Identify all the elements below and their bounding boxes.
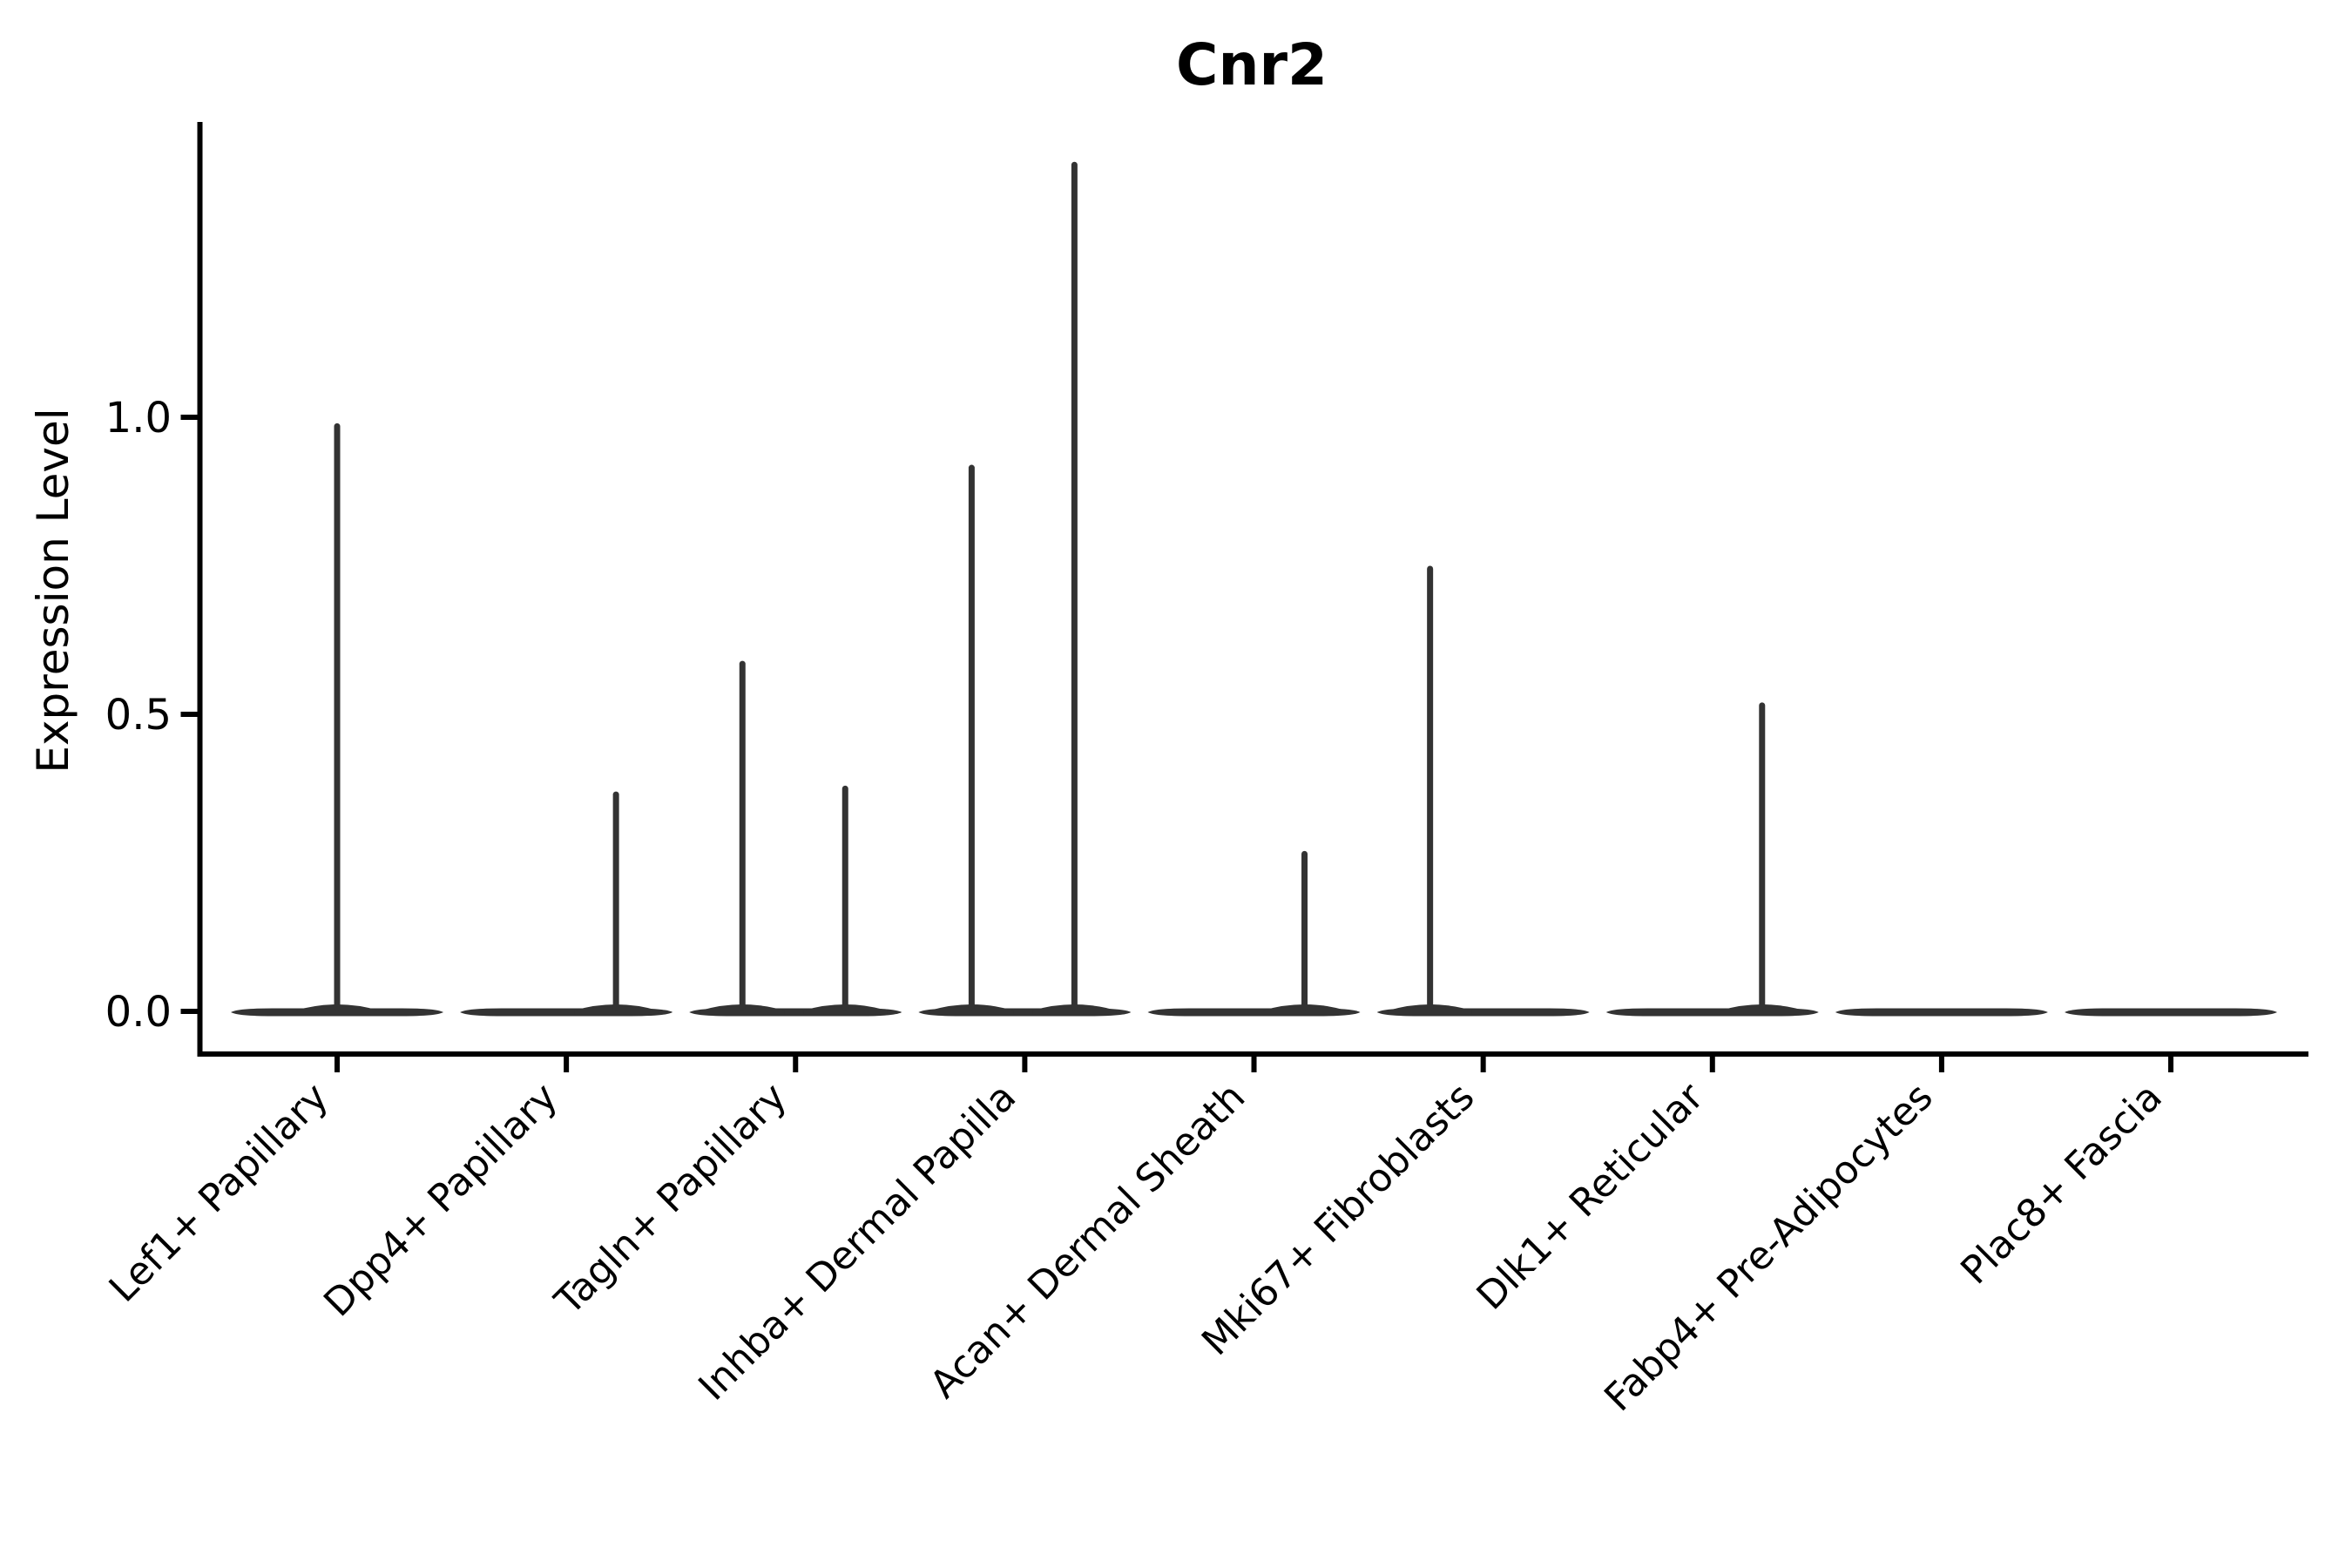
violin-spike	[841, 785, 848, 1011]
violin-spike	[1071, 161, 1078, 1012]
x-tick-mark	[1938, 1057, 1944, 1072]
x-tick-mark	[2168, 1057, 2174, 1072]
y-tick-mark	[180, 712, 198, 717]
chart-title: Cnr2	[1176, 31, 1328, 98]
violin	[918, 161, 1132, 1017]
violin	[231, 422, 443, 1017]
x-tick-mark	[1480, 1057, 1486, 1072]
x-tick-mark	[335, 1057, 340, 1072]
violin	[689, 660, 902, 1017]
x-tick-mark	[1251, 1057, 1257, 1072]
y-tick-mark	[180, 415, 198, 420]
x-axis-spine	[197, 1051, 2308, 1057]
x-tick-mark	[793, 1057, 799, 1072]
violin-spike	[334, 422, 341, 1011]
violin	[1376, 565, 1590, 1017]
violin	[1605, 702, 1819, 1017]
violin	[460, 791, 673, 1017]
y-axis-label: Expression Level	[28, 408, 78, 773]
violin	[1147, 850, 1361, 1017]
y-tick-label: 0.5	[105, 691, 172, 740]
y-tick-label: 1.0	[105, 394, 172, 443]
x-tick-mark	[564, 1057, 570, 1072]
violin-spike	[739, 660, 746, 1011]
violin-spike	[1759, 702, 1766, 1011]
violin-spike	[1427, 565, 1434, 1011]
violin-baseline	[2065, 1008, 2278, 1017]
x-tick-mark	[1709, 1057, 1715, 1072]
violin	[2065, 1008, 2278, 1017]
y-tick-label: 0.0	[105, 988, 172, 1037]
y-axis-spine	[197, 122, 203, 1057]
x-tick-mark	[1022, 1057, 1028, 1072]
violin-spike	[612, 791, 619, 1011]
y-tick-mark	[180, 1009, 198, 1014]
violin-spike	[968, 464, 975, 1011]
violin	[1835, 1008, 2048, 1017]
violin-baseline	[1835, 1008, 2048, 1017]
violin-spike	[1301, 850, 1308, 1011]
